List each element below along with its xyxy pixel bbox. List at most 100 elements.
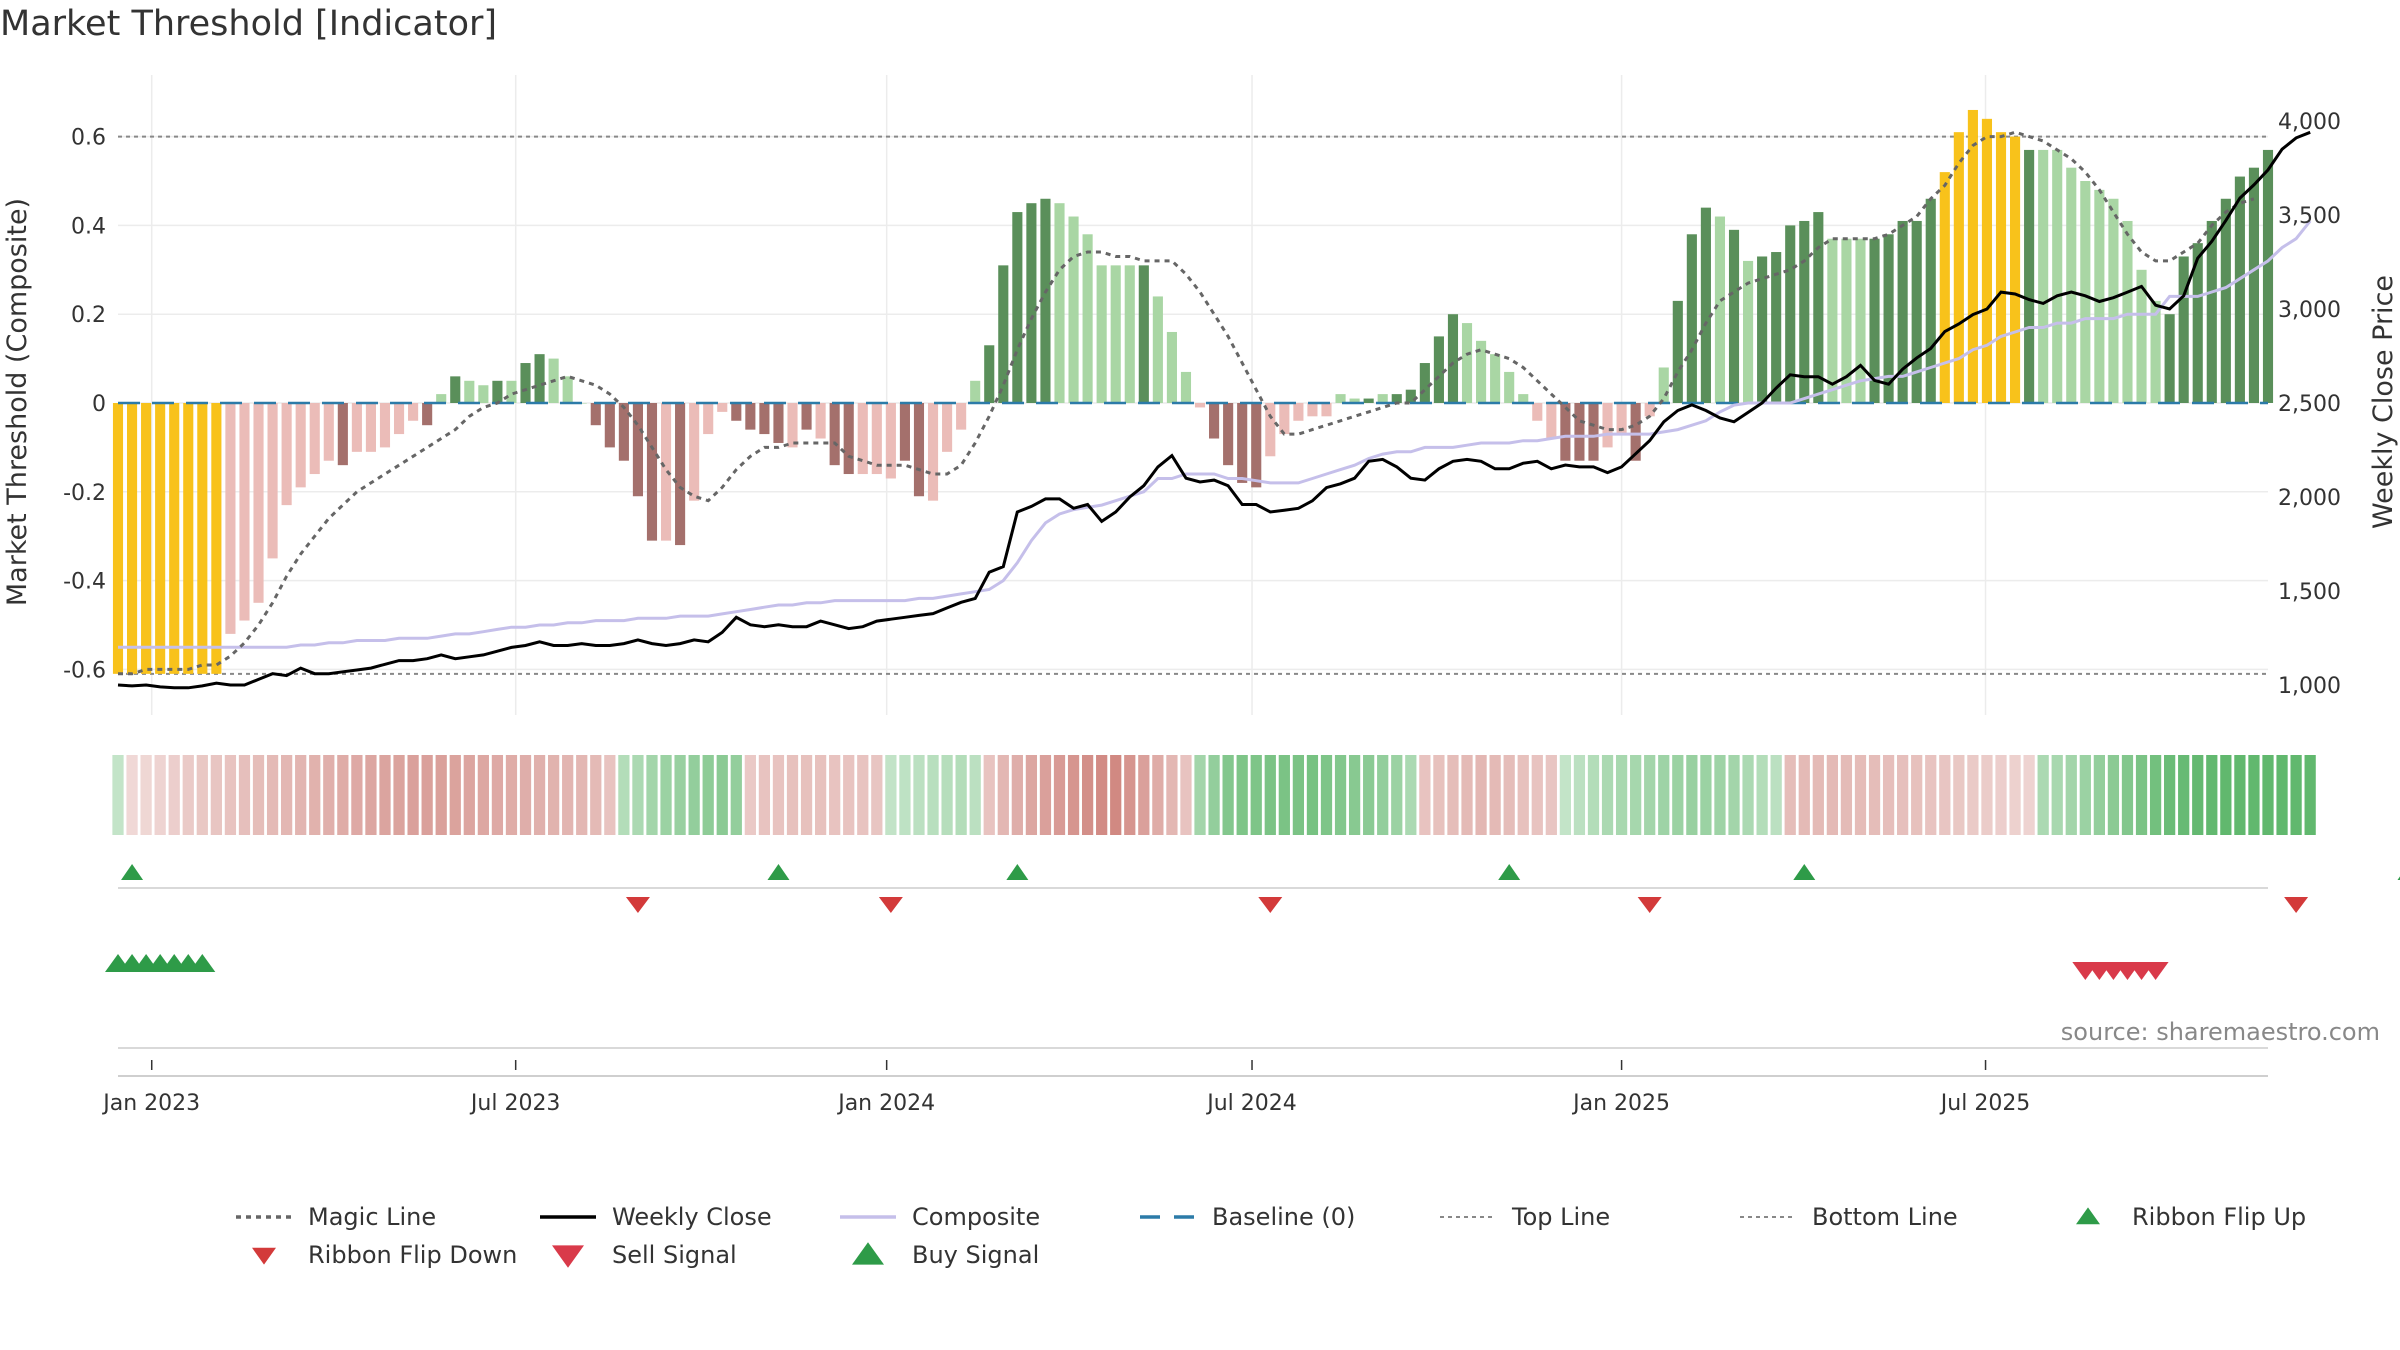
- threshold-bar: [323, 403, 334, 461]
- threshold-bar: [1040, 198, 1051, 403]
- ribbon-cell: [1630, 755, 1642, 835]
- y2-tick-label: 3,000: [2278, 298, 2341, 323]
- ribbon-cell: [1166, 755, 1178, 835]
- ribbon-cell: [1770, 755, 1782, 835]
- threshold-bar: [1223, 403, 1234, 466]
- threshold-bar: [1672, 300, 1683, 403]
- ribbon-cell: [491, 755, 504, 835]
- ribbon-cell: [1489, 755, 1501, 835]
- ribbon-cell: [1236, 755, 1248, 835]
- ribbon-cell: [1138, 755, 1150, 835]
- legend-label: Bottom Line: [1812, 1203, 1958, 1231]
- threshold-bar: [450, 376, 461, 403]
- threshold-bar: [1433, 336, 1444, 403]
- ribbon-cell: [1039, 755, 1052, 835]
- threshold-bar: [2122, 220, 2133, 403]
- threshold-bar: [1925, 198, 1936, 403]
- threshold-bar: [1869, 238, 1880, 403]
- y2-tick-label: 1,500: [2278, 580, 2341, 605]
- threshold-bar: [2206, 220, 2217, 403]
- ribbon-cell: [252, 755, 265, 835]
- threshold-bar: [1138, 265, 1149, 403]
- ribbon-flip-down-marker: [1258, 897, 1283, 913]
- ribbon-cell: [1686, 755, 1698, 835]
- threshold-bar: [927, 403, 939, 501]
- ribbon-cell: [1334, 755, 1347, 835]
- y2-tick-label: 2,000: [2278, 486, 2341, 511]
- ribbon-cell: [337, 755, 349, 835]
- legend-item: Buy Signal: [852, 1241, 1039, 1269]
- chart-title: Market Threshold [Indicator]: [0, 4, 498, 44]
- ribbon-cell: [941, 755, 953, 835]
- ribbon-flip-up-marker: [1793, 864, 1816, 880]
- ribbon-cell: [969, 755, 981, 835]
- y-tick-label: 0.4: [71, 214, 106, 239]
- ribbon-cell: [182, 755, 194, 835]
- threshold-bar: [1124, 265, 1135, 403]
- threshold-bar: [2234, 176, 2245, 403]
- ribbon-cell: [407, 755, 419, 835]
- threshold-bar: [1827, 238, 1838, 403]
- ribbon-cell: [716, 755, 728, 835]
- threshold-bar: [1728, 229, 1740, 403]
- ribbon-cell: [829, 755, 841, 835]
- x-tick-label: Jan 2023: [101, 1091, 200, 1116]
- threshold-bar: [632, 403, 643, 497]
- ribbon-cell: [1053, 755, 1066, 835]
- ribbon-cell: [2009, 755, 2021, 835]
- x-tick-label: Jan 2025: [1571, 1091, 1670, 1116]
- threshold-bar: [2024, 149, 2035, 403]
- legend-item: Sell Signal: [552, 1241, 737, 1269]
- threshold-bar: [169, 403, 180, 674]
- ribbon-cell: [1756, 755, 1768, 835]
- ribbon-cell: [1419, 755, 1431, 835]
- threshold-bar: [1981, 118, 1993, 403]
- ribbon-cell: [196, 755, 208, 835]
- y2-tick-label: 4,000: [2278, 110, 2341, 135]
- ribbon-cell: [435, 755, 447, 835]
- ribbon-cell: [2234, 755, 2246, 835]
- y-axis-label: Market Threshold (Composite): [2, 198, 33, 606]
- ribbon-cell: [1714, 755, 1726, 835]
- threshold-bar: [2220, 198, 2231, 403]
- threshold-bar: [1588, 403, 1599, 461]
- ribbon-cell: [2093, 755, 2105, 835]
- ribbon-flip-markers: [118, 864, 2400, 913]
- threshold-bar: [801, 403, 812, 430]
- threshold-bar: [1546, 403, 1557, 439]
- threshold-bar: [2164, 314, 2175, 403]
- ribbon-cell: [1208, 755, 1220, 835]
- ribbon-cell: [1601, 755, 1614, 835]
- ribbon-cell: [449, 755, 461, 835]
- ribbon-cell: [2107, 755, 2120, 835]
- ribbon-cell: [295, 755, 307, 835]
- ribbon-cell: [1812, 755, 1824, 835]
- threshold-bar: [2066, 167, 2077, 403]
- y-tick-label: -0.6: [63, 658, 106, 683]
- threshold-bar: [689, 403, 700, 501]
- ribbon-cell: [758, 755, 771, 835]
- threshold-bar: [1518, 394, 1529, 403]
- threshold-bar: [1841, 238, 1852, 403]
- threshold-bar: [970, 380, 981, 403]
- ribbon-cell: [1742, 755, 1754, 835]
- ribbon-cell: [1517, 755, 1529, 835]
- ribbon-cell: [899, 755, 911, 835]
- ribbon-cell: [1615, 755, 1628, 835]
- ribbon-cell: [1124, 755, 1136, 835]
- threshold-bar: [759, 403, 770, 435]
- legend-swatch: [2076, 1207, 2100, 1225]
- threshold-bar: [1883, 234, 1894, 403]
- threshold-bar: [1785, 225, 1796, 403]
- threshold-bar: [267, 403, 278, 559]
- threshold-bar: [492, 380, 503, 403]
- ribbon-cell: [786, 755, 799, 835]
- legend-item: Ribbon Flip Down: [252, 1241, 517, 1269]
- ribbon-cell: [744, 755, 756, 835]
- ribbon-cell: [238, 755, 251, 835]
- ribbon-cell: [1939, 755, 1951, 835]
- ribbon-cell: [1278, 755, 1290, 835]
- legend-label: Buy Signal: [912, 1241, 1039, 1269]
- ribbon-cell: [955, 755, 967, 835]
- ribbon-cell: [1447, 755, 1459, 835]
